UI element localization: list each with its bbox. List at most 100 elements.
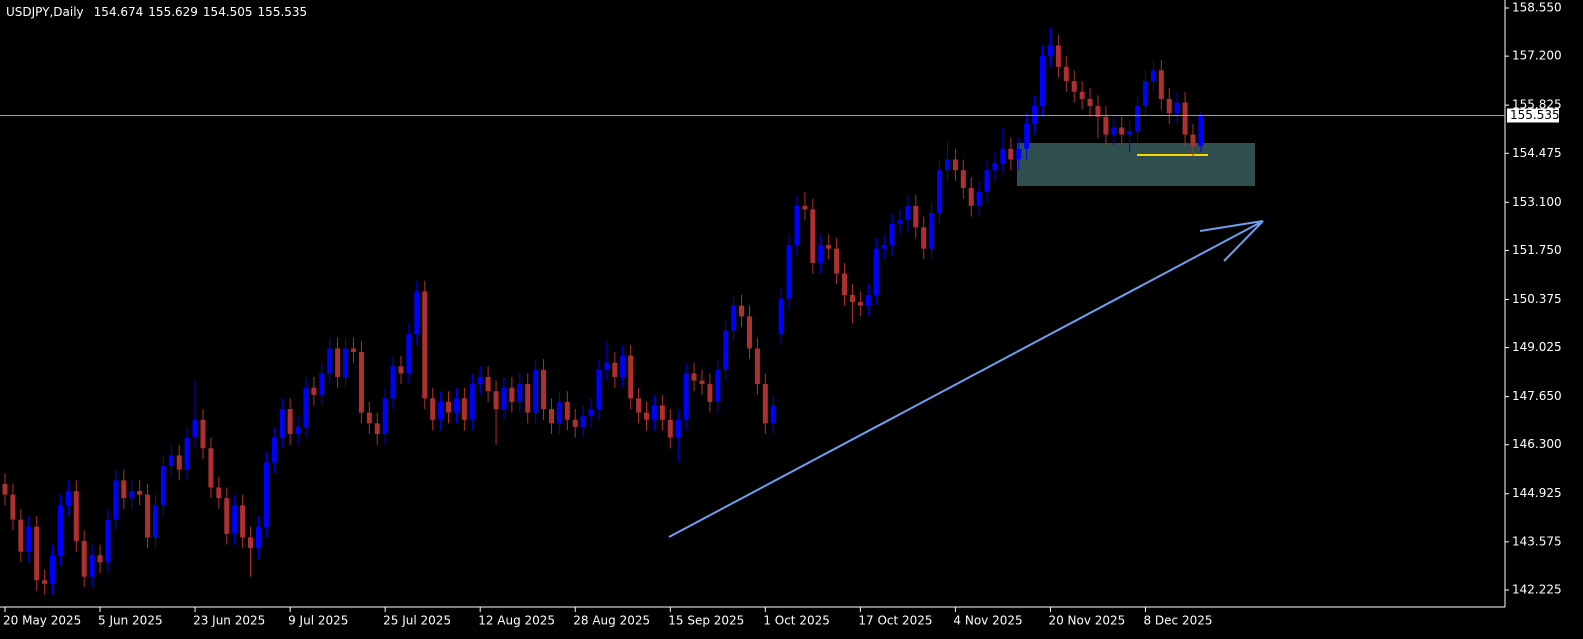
candle-body <box>818 245 824 263</box>
candle-body <box>976 191 982 206</box>
candle-body <box>1055 45 1061 67</box>
y-tick-label: 147.650 <box>1512 389 1562 403</box>
x-tick-label: 28 Aug 2025 <box>573 614 650 628</box>
y-tick-label: 149.025 <box>1512 340 1562 354</box>
open-value: 154.674 <box>94 5 144 19</box>
candle-body <box>145 494 151 538</box>
candle-body <box>604 362 610 370</box>
high-value: 155.629 <box>148 5 198 19</box>
candle-body <box>105 519 111 563</box>
candle-body <box>794 205 800 246</box>
candle-body <box>295 426 301 435</box>
candle-body <box>1071 81 1077 92</box>
candle-body <box>485 376 491 392</box>
candle-body <box>200 419 206 449</box>
candle-body <box>509 387 515 402</box>
candle-body <box>358 352 364 413</box>
candle-body <box>42 580 48 584</box>
y-tick-label: 144.925 <box>1512 486 1562 500</box>
y-tick-label: 154.475 <box>1512 146 1562 160</box>
x-tick-label: 12 Aug 2025 <box>478 614 555 628</box>
x-tick-label: 4 Nov 2025 <box>953 614 1022 628</box>
candle-body <box>1063 66 1069 82</box>
price-label: 155.535 <box>1510 108 1560 122</box>
candle-body <box>707 384 713 402</box>
candle-body <box>1087 98 1093 107</box>
x-tick-label: 20 May 2025 <box>3 614 81 628</box>
candle-body <box>754 348 760 385</box>
candle-body <box>1119 127 1125 135</box>
candle-body <box>34 526 40 581</box>
candle-body <box>350 348 356 353</box>
candle-body <box>184 437 190 470</box>
candle-body <box>65 491 71 506</box>
y-tick-label: 153.100 <box>1512 195 1562 209</box>
x-tick-label: 15 Sep 2025 <box>668 614 744 628</box>
candle-body <box>319 373 325 395</box>
candle-body <box>152 505 158 538</box>
zone-rectangle <box>1017 143 1255 186</box>
candle-body <box>580 416 586 427</box>
x-tick-label: 23 Jun 2025 <box>193 614 265 628</box>
candle-body <box>1158 70 1164 99</box>
candle-body <box>1127 130 1133 135</box>
candle-body <box>1198 115 1204 147</box>
chart-header: USDJPY,Daily 154.674 155.629 154.505 155.535 <box>6 5 307 19</box>
candle-body <box>564 401 570 420</box>
candle-body <box>683 373 689 420</box>
candle-body <box>897 220 903 224</box>
candle-body <box>366 412 372 424</box>
candle-body <box>271 437 277 463</box>
candle-body <box>493 391 499 410</box>
candle-body <box>263 462 269 527</box>
candle-body <box>240 505 246 538</box>
candle-body <box>430 398 436 420</box>
candle-body <box>1095 106 1101 117</box>
candle-body <box>786 245 792 299</box>
candle-body <box>881 245 887 249</box>
x-tick-label: 20 Nov 2025 <box>1048 614 1125 628</box>
candle-body <box>1111 127 1117 135</box>
candle-body <box>176 455 182 470</box>
candle-body <box>248 537 254 549</box>
candle-body <box>208 448 214 488</box>
candle-body <box>675 419 681 438</box>
candle-body <box>121 480 127 499</box>
candle-body <box>501 387 507 410</box>
candle-body <box>232 505 238 534</box>
y-tick-label: 150.375 <box>1512 292 1562 306</box>
candle-body <box>382 398 388 435</box>
candle-body <box>469 384 475 420</box>
candle-body <box>18 519 24 552</box>
candle-body <box>952 159 958 171</box>
candle-body <box>1190 134 1196 147</box>
candle-body <box>992 163 998 171</box>
candle-body <box>960 170 966 189</box>
candle-body <box>944 159 950 171</box>
candle-body <box>1103 116 1109 135</box>
candle-body <box>873 248 879 295</box>
close-value: 155.535 <box>258 5 308 19</box>
candle-body <box>865 294 871 306</box>
x-tick-label: 17 Oct 2025 <box>858 614 932 628</box>
candle-body <box>477 376 483 385</box>
y-tick-label: 151.750 <box>1512 243 1562 257</box>
candle-body <box>644 412 650 420</box>
candle-body <box>937 170 943 213</box>
candle-body <box>533 369 539 413</box>
candle-body <box>1032 106 1038 124</box>
arrow-head <box>1223 220 1264 262</box>
candle-body <box>929 212 935 249</box>
candle-body <box>968 188 974 206</box>
candle-body <box>541 369 547 410</box>
candle-body <box>921 227 927 249</box>
candle-body <box>548 409 554 424</box>
candle-body <box>1024 123 1030 149</box>
candle-body <box>810 209 816 263</box>
candle-body <box>1008 148 1014 160</box>
candle-body <box>311 387 317 395</box>
candle-body <box>667 419 673 438</box>
candle-body <box>97 555 103 563</box>
